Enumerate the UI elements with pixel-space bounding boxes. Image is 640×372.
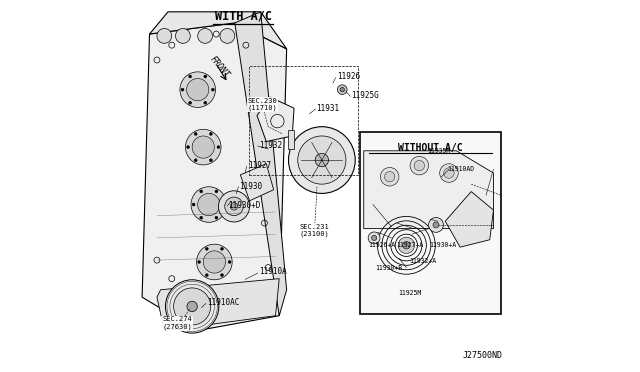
Text: 11932: 11932	[259, 141, 282, 150]
Circle shape	[209, 132, 212, 135]
Text: 11930+A: 11930+A	[429, 242, 456, 248]
Circle shape	[228, 260, 231, 263]
Circle shape	[380, 167, 399, 186]
Circle shape	[200, 190, 203, 193]
Circle shape	[217, 145, 220, 148]
Circle shape	[187, 301, 197, 312]
Text: 11925M: 11925M	[399, 291, 422, 296]
Text: 11932+A: 11932+A	[409, 258, 436, 264]
Circle shape	[289, 127, 355, 193]
Text: J27500ND: J27500ND	[462, 351, 502, 360]
Circle shape	[181, 88, 184, 91]
Circle shape	[221, 274, 223, 277]
Polygon shape	[445, 192, 493, 247]
Polygon shape	[257, 97, 294, 141]
Polygon shape	[150, 12, 287, 49]
Polygon shape	[289, 131, 294, 149]
Circle shape	[180, 72, 216, 108]
Text: 11930+D: 11930+D	[228, 201, 260, 210]
Circle shape	[337, 85, 347, 94]
Circle shape	[225, 197, 243, 216]
Circle shape	[410, 156, 429, 175]
Circle shape	[403, 241, 410, 249]
Circle shape	[204, 251, 225, 273]
Circle shape	[209, 159, 212, 162]
Circle shape	[204, 101, 207, 104]
Circle shape	[204, 75, 207, 78]
Circle shape	[440, 164, 458, 182]
Circle shape	[230, 203, 237, 210]
Text: SEC.274
(27630): SEC.274 (27630)	[163, 316, 192, 330]
Circle shape	[189, 101, 191, 104]
Text: WITH A/C: WITH A/C	[215, 10, 272, 23]
Text: 11910AC: 11910AC	[207, 298, 239, 307]
Circle shape	[340, 87, 344, 92]
Bar	[360, 132, 501, 314]
Circle shape	[173, 288, 211, 325]
Circle shape	[198, 260, 201, 263]
Circle shape	[187, 78, 209, 101]
Text: 11910AD: 11910AD	[447, 166, 474, 172]
Circle shape	[218, 191, 250, 222]
Circle shape	[215, 190, 218, 193]
Circle shape	[191, 187, 227, 222]
Circle shape	[189, 75, 191, 78]
Circle shape	[368, 232, 380, 244]
Circle shape	[211, 88, 214, 91]
Circle shape	[429, 218, 444, 232]
Polygon shape	[157, 279, 279, 331]
Circle shape	[433, 222, 439, 228]
Polygon shape	[235, 12, 287, 316]
Circle shape	[166, 280, 219, 333]
Circle shape	[414, 160, 424, 171]
Text: 11930+B: 11930+B	[375, 265, 402, 271]
Circle shape	[298, 136, 346, 184]
Circle shape	[223, 203, 225, 206]
Text: 11926+A: 11926+A	[368, 242, 396, 248]
Circle shape	[444, 168, 454, 178]
Text: 11927+A: 11927+A	[396, 242, 423, 248]
Circle shape	[175, 29, 190, 43]
Circle shape	[198, 29, 212, 43]
Text: 11927: 11927	[248, 161, 271, 170]
Text: SEC.230
(11710): SEC.230 (11710)	[248, 98, 277, 111]
Circle shape	[157, 29, 172, 43]
Circle shape	[385, 171, 395, 182]
Circle shape	[315, 153, 328, 167]
Text: 11926: 11926	[337, 72, 360, 81]
Bar	[249, 65, 358, 175]
Circle shape	[198, 193, 220, 216]
Circle shape	[192, 136, 214, 158]
Text: 11931: 11931	[316, 104, 339, 113]
Text: 11925G: 11925G	[351, 91, 380, 100]
Polygon shape	[142, 23, 287, 331]
Circle shape	[187, 145, 189, 148]
Text: 11910A: 11910A	[259, 267, 287, 276]
Text: SEC.231
(23100): SEC.231 (23100)	[300, 224, 330, 237]
Circle shape	[205, 247, 208, 250]
Circle shape	[371, 235, 377, 240]
Text: WITHOUT A/C: WITHOUT A/C	[398, 142, 463, 153]
Text: 11930: 11930	[239, 182, 262, 190]
Circle shape	[194, 159, 197, 162]
Polygon shape	[364, 151, 493, 229]
Text: FRONT: FRONT	[208, 55, 230, 80]
Circle shape	[200, 216, 203, 219]
Circle shape	[205, 274, 208, 277]
Text: 11935M: 11935M	[428, 148, 451, 154]
Circle shape	[215, 216, 218, 219]
Circle shape	[194, 132, 197, 135]
Polygon shape	[240, 164, 274, 201]
Circle shape	[221, 247, 223, 250]
Circle shape	[220, 29, 235, 43]
Circle shape	[196, 244, 232, 280]
Circle shape	[398, 237, 415, 253]
Circle shape	[186, 129, 221, 165]
Circle shape	[192, 203, 195, 206]
